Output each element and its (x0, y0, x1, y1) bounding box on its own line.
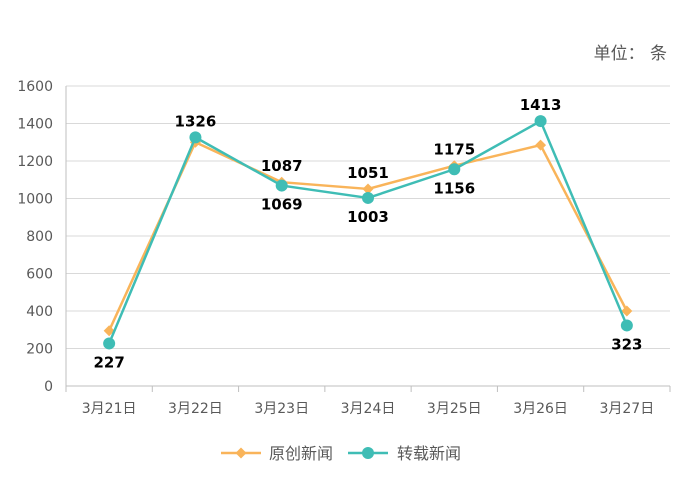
data-label: 1413 (520, 96, 562, 114)
x-tick-label: 3月21日 (82, 401, 137, 417)
y-tick-label: 400 (26, 304, 53, 320)
axes (65, 86, 671, 392)
legend-item-original-marker (235, 447, 247, 459)
data-point-original (362, 183, 374, 195)
data-point-reprint (534, 115, 547, 128)
x-tick-label: 3月24日 (341, 401, 396, 417)
data-point-original (103, 325, 115, 337)
legend-item-reprint-marker (362, 447, 374, 459)
data-point-reprint (620, 319, 633, 332)
data-label: 1003 (347, 208, 389, 226)
y-axis-ticks: 0 200 400 600 800 1000 1200 1400 1600 (17, 79, 53, 395)
legend: 原创新闻 转载新闻 (221, 444, 461, 463)
y-tick-label: 1400 (17, 117, 53, 133)
y-tick-label: 1200 (17, 154, 53, 170)
data-labels: 227 1326 1087 1069 1051 1003 1175 1156 1413 323 (93, 96, 642, 371)
x-tick-label: 3月22日 (168, 401, 223, 417)
data-label: 1087 (261, 157, 303, 175)
y-tick-label: 1600 (17, 79, 53, 95)
x-tick-label: 3月23日 (254, 401, 309, 417)
data-point-reprint (448, 163, 461, 176)
series-line-reprint (107, 119, 629, 344)
data-point-original (621, 305, 633, 317)
data-label: 1069 (261, 196, 303, 214)
data-point-original (535, 139, 547, 151)
y-tick-label: 1000 (17, 192, 53, 208)
data-label: 1326 (175, 112, 217, 130)
legend-item-reprint-label: 转载新闻 (397, 444, 461, 463)
y-tick-label: 200 (26, 342, 53, 358)
legend-item-original-label: 原创新闻 (269, 444, 333, 463)
x-tick-label: 3月25日 (427, 401, 482, 417)
x-axis-ticks: 3月21日 3月22日 3月23日 3月24日 3月25日 3月26日 3月27日 (82, 401, 654, 417)
y-tick-label: 800 (26, 229, 53, 245)
data-label: 1051 (347, 164, 389, 182)
data-label: 1156 (433, 179, 475, 197)
data-point-reprint (275, 179, 288, 192)
x-tick-label: 3月26日 (513, 401, 568, 417)
x-tick-label: 3月27日 (599, 401, 654, 417)
data-label: 227 (93, 353, 124, 371)
series-group (103, 115, 633, 350)
y-tick-label: 600 (26, 267, 53, 283)
data-point-reprint (103, 337, 116, 350)
data-point-reprint (189, 131, 202, 144)
data-label: 1175 (433, 141, 475, 159)
data-point-reprint (362, 191, 374, 204)
y-tick-label: 0 (44, 379, 53, 395)
data-label: 323 (611, 335, 642, 353)
unit-label: 单位： 条 (594, 44, 667, 64)
